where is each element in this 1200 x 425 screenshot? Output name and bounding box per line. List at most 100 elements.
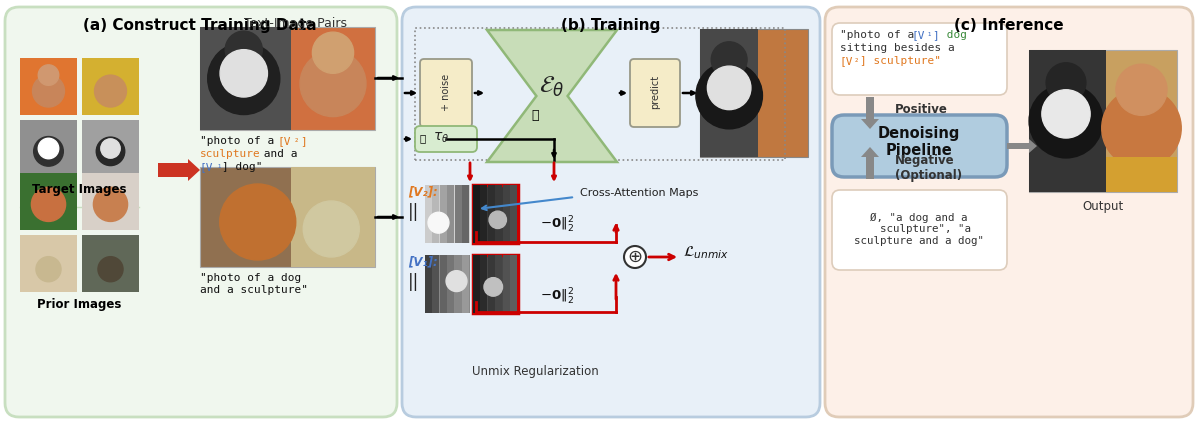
Circle shape	[712, 42, 748, 78]
Bar	[700, 29, 808, 157]
Circle shape	[696, 62, 762, 129]
Text: and a: and a	[257, 149, 298, 159]
FancyArrow shape	[862, 97, 878, 129]
Text: $\tau_\theta$: $\tau_\theta$	[433, 131, 449, 145]
FancyBboxPatch shape	[832, 115, 1007, 177]
Bar	[20, 173, 77, 230]
Text: Ø, "a dog and a
  sculpture", "a
sculpture and a dog": Ø, "a dog and a sculpture", "a sculpture…	[854, 212, 984, 246]
Text: ₂: ₂	[854, 55, 859, 64]
Circle shape	[304, 201, 359, 257]
Text: ||: ||	[408, 203, 419, 221]
Text: $-\mathbf{0}\|_2^2$: $-\mathbf{0}\|_2^2$	[540, 287, 574, 307]
Circle shape	[1030, 84, 1103, 158]
Text: 🔓: 🔓	[532, 109, 539, 122]
Bar	[446, 185, 454, 243]
FancyBboxPatch shape	[415, 126, 478, 152]
Circle shape	[484, 278, 503, 296]
Text: Target Images: Target Images	[32, 183, 127, 196]
Circle shape	[624, 246, 646, 268]
Text: Cross-Attention Maps: Cross-Attention Maps	[580, 188, 698, 198]
FancyBboxPatch shape	[420, 59, 472, 127]
Bar	[455, 185, 462, 243]
Text: ₂: ₂	[294, 135, 299, 144]
Bar	[425, 255, 432, 313]
FancyBboxPatch shape	[630, 59, 680, 127]
Text: [V: [V	[912, 30, 925, 40]
Text: [V₁]:: [V₁]:	[408, 255, 438, 268]
Text: $\oplus$: $\oplus$	[628, 248, 643, 266]
Bar	[1030, 50, 1177, 192]
Text: "photo of a: "photo of a	[200, 136, 281, 146]
Circle shape	[98, 257, 124, 282]
Text: Text-Image Pairs: Text-Image Pairs	[244, 17, 347, 30]
Bar	[480, 255, 487, 313]
Circle shape	[312, 32, 354, 74]
Bar	[82, 173, 139, 230]
Text: Unmix Regularization: Unmix Regularization	[472, 365, 599, 378]
FancyBboxPatch shape	[402, 7, 820, 417]
Circle shape	[36, 257, 61, 282]
Bar	[440, 185, 446, 243]
FancyArrow shape	[158, 159, 200, 181]
Circle shape	[708, 66, 751, 110]
Text: ] sculpture": ] sculpture"	[860, 56, 941, 66]
Bar	[496, 185, 502, 243]
Bar	[488, 185, 496, 243]
Bar	[20, 120, 77, 177]
Bar	[496, 255, 502, 313]
Text: Denoising
Pipeline: Denoising Pipeline	[878, 126, 960, 158]
Text: sculpture: sculpture	[200, 149, 260, 159]
Text: Output: Output	[1082, 200, 1123, 213]
Text: "photo of a: "photo of a	[840, 30, 922, 40]
Circle shape	[300, 51, 366, 116]
Circle shape	[101, 139, 120, 158]
Text: + noise: + noise	[442, 74, 451, 110]
Circle shape	[208, 42, 280, 115]
Bar	[20, 235, 77, 292]
Bar	[700, 29, 758, 157]
Text: [V: [V	[200, 162, 214, 172]
Bar	[473, 185, 480, 243]
Text: (a) Construct Training Data: (a) Construct Training Data	[83, 18, 317, 33]
Circle shape	[38, 138, 59, 159]
Text: [V: [V	[278, 136, 292, 146]
Text: Negative
(Optional): Negative (Optional)	[895, 154, 962, 182]
Bar	[503, 185, 510, 243]
Text: ₁: ₁	[926, 29, 931, 38]
Bar	[200, 27, 374, 130]
Text: (b) Training: (b) Training	[562, 18, 661, 33]
Bar	[446, 255, 454, 313]
Circle shape	[95, 75, 126, 107]
Bar	[510, 255, 517, 313]
Circle shape	[1116, 64, 1168, 115]
Text: (c) Inference: (c) Inference	[954, 18, 1064, 33]
Text: Prior Images: Prior Images	[37, 298, 121, 311]
Bar	[1106, 156, 1177, 192]
FancyBboxPatch shape	[5, 7, 397, 417]
Circle shape	[96, 137, 125, 166]
Text: dog: dog	[940, 30, 967, 40]
Bar	[200, 27, 292, 130]
Bar	[488, 255, 496, 313]
Circle shape	[428, 212, 449, 233]
Bar	[503, 255, 510, 313]
Text: [V: [V	[840, 56, 853, 66]
Text: ]: ]	[932, 30, 938, 40]
Bar	[440, 255, 446, 313]
Bar	[432, 185, 439, 243]
Bar	[82, 235, 139, 292]
FancyArrow shape	[862, 147, 878, 179]
Bar	[1030, 50, 1106, 192]
Text: [V₂]:: [V₂]:	[408, 185, 438, 198]
Bar	[480, 185, 487, 243]
Text: ] dog": ] dog"	[222, 162, 263, 172]
Bar	[82, 120, 139, 177]
Text: $-\mathbf{0}\|_2^2$: $-\mathbf{0}\|_2^2$	[540, 215, 574, 235]
Bar	[200, 167, 374, 267]
Polygon shape	[487, 30, 617, 162]
Bar	[425, 255, 470, 313]
Circle shape	[446, 271, 467, 292]
Text: $\mathcal{E}_\theta$: $\mathcal{E}_\theta$	[540, 75, 564, 99]
Bar	[455, 255, 462, 313]
Text: Positive: Positive	[895, 102, 948, 116]
